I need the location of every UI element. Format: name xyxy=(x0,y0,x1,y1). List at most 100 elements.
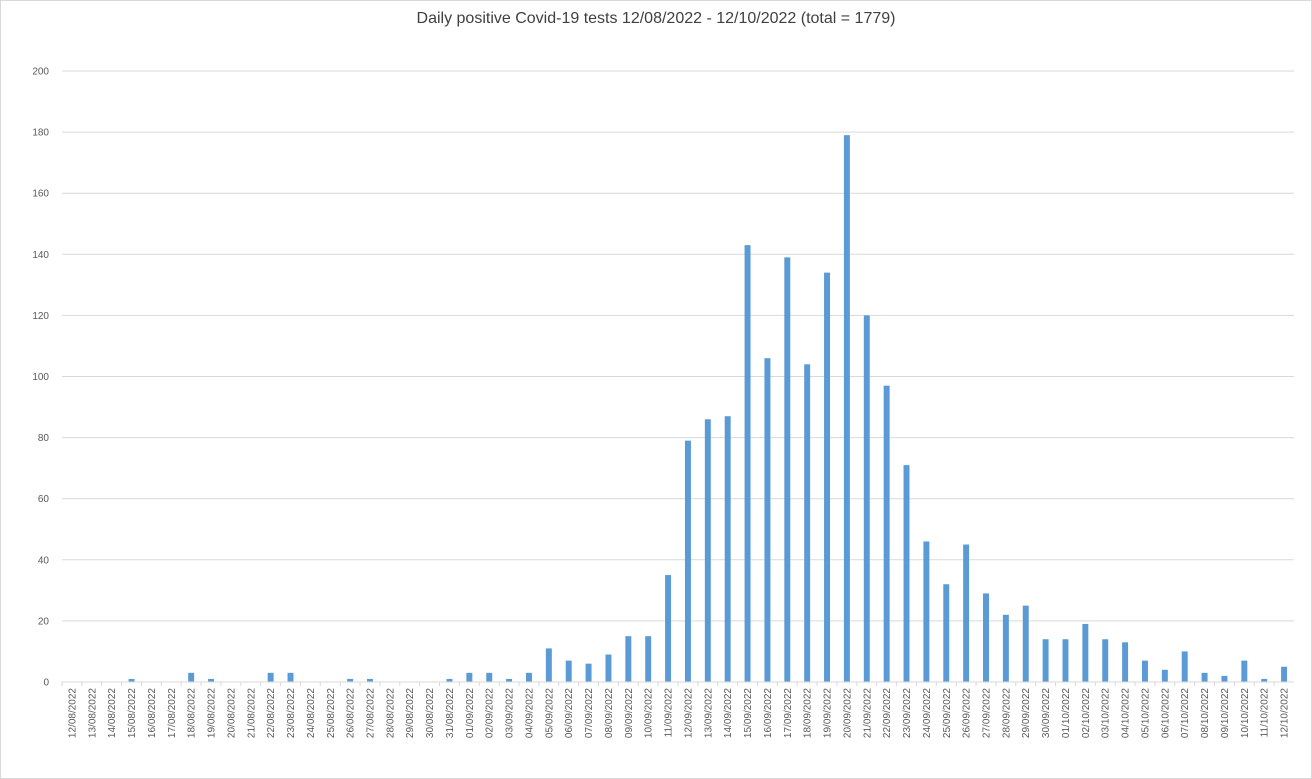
bar xyxy=(367,678,373,682)
bar xyxy=(764,358,771,682)
y-tick-label: 0 xyxy=(43,678,49,689)
gridlines xyxy=(62,70,1294,683)
bar xyxy=(545,648,552,682)
x-tick-label: 11/10/2022 xyxy=(1260,688,1271,738)
x-tick-label: 27/09/2022 xyxy=(982,688,993,738)
x-tick-label: 02/09/2022 xyxy=(485,688,496,738)
x-tick-label: 19/08/2022 xyxy=(207,688,218,738)
x-tick-label: 01/09/2022 xyxy=(465,688,476,738)
bar xyxy=(1042,639,1049,682)
x-tick-label: 16/08/2022 xyxy=(147,688,158,738)
bar xyxy=(625,636,632,682)
x-tick-label: 14/08/2022 xyxy=(107,688,118,738)
bar xyxy=(347,678,354,682)
bar xyxy=(1221,675,1228,682)
bar xyxy=(863,315,870,682)
bar xyxy=(565,660,572,682)
y-tick-label: 80 xyxy=(38,433,50,444)
x-tick-label: 06/09/2022 xyxy=(564,688,575,738)
x-tick-label: 28/09/2022 xyxy=(1001,688,1012,738)
y-tick-label: 40 xyxy=(38,555,50,566)
x-tick-label: 07/10/2022 xyxy=(1180,688,1191,738)
x-tick-label: 08/09/2022 xyxy=(604,688,615,738)
x-tick-label: 06/10/2022 xyxy=(1160,688,1171,738)
bar xyxy=(208,678,215,682)
x-tick-label: 27/08/2022 xyxy=(366,688,377,738)
x-tick-label: 09/10/2022 xyxy=(1220,688,1231,738)
x-tick-label: 17/09/2022 xyxy=(783,688,794,738)
bar xyxy=(1281,666,1288,682)
x-tick-label: 04/10/2022 xyxy=(1121,688,1132,738)
bar xyxy=(1002,614,1009,682)
bar xyxy=(883,385,890,682)
x-axis-ticks: 12/08/2022 13/08/2022 14/08/2022 15/08/2022… xyxy=(61,681,1294,738)
bars xyxy=(128,135,1288,682)
x-tick-label: 12/08/2022 xyxy=(67,688,78,738)
x-tick-label: 30/08/2022 xyxy=(425,688,436,738)
x-tick-label: 03/09/2022 xyxy=(505,688,516,738)
bar xyxy=(1181,651,1188,682)
bar xyxy=(1261,678,1268,682)
bar xyxy=(506,678,513,682)
x-tick-label: 18/08/2022 xyxy=(187,688,198,738)
bar xyxy=(824,272,831,682)
bar xyxy=(188,672,195,682)
bar xyxy=(963,544,970,682)
x-tick-label: 09/09/2022 xyxy=(624,688,635,738)
bar xyxy=(1022,605,1029,682)
x-tick-label: 21/08/2022 xyxy=(246,688,257,738)
x-tick-label: 11/09/2022 xyxy=(664,688,675,738)
bar xyxy=(684,440,691,682)
x-tick-label: 17/08/2022 xyxy=(167,688,178,738)
x-tick-label: 24/09/2022 xyxy=(922,688,933,738)
bar xyxy=(784,257,791,682)
x-tick-label: 22/08/2022 xyxy=(266,688,277,738)
bar xyxy=(1122,642,1129,682)
x-tick-label: 04/09/2022 xyxy=(524,688,535,738)
bar xyxy=(724,416,731,682)
bar xyxy=(843,135,850,682)
x-tick-label: 28/08/2022 xyxy=(385,688,396,738)
bar xyxy=(645,636,652,682)
x-tick-label: 13/09/2022 xyxy=(703,688,714,738)
x-tick-label: 20/08/2022 xyxy=(226,688,237,738)
bar xyxy=(525,672,532,682)
x-tick-label: 25/09/2022 xyxy=(942,688,953,738)
x-tick-label: 05/10/2022 xyxy=(1140,688,1151,738)
bar xyxy=(605,654,612,682)
bar xyxy=(128,678,135,682)
x-tick-label: 31/08/2022 xyxy=(445,688,456,738)
x-tick-label: 24/08/2022 xyxy=(306,688,317,738)
y-tick-label: 140 xyxy=(32,250,49,261)
x-tick-label: 29/08/2022 xyxy=(405,688,416,738)
bar xyxy=(585,663,592,682)
x-tick-label: 12/09/2022 xyxy=(683,688,694,738)
x-tick-label: 25/08/2022 xyxy=(326,688,337,738)
x-tick-label: 20/09/2022 xyxy=(842,688,853,738)
x-tick-label: 26/08/2022 xyxy=(346,688,357,738)
x-tick-label: 14/09/2022 xyxy=(723,688,734,738)
x-tick-label: 23/08/2022 xyxy=(286,688,297,738)
x-tick-label: 15/09/2022 xyxy=(743,688,754,738)
bar xyxy=(1201,672,1208,682)
x-tick-label: 29/09/2022 xyxy=(1021,688,1032,738)
x-tick-label: 08/10/2022 xyxy=(1200,688,1211,738)
x-tick-label: 26/09/2022 xyxy=(962,688,973,738)
x-tick-label: 16/09/2022 xyxy=(763,688,774,738)
bar xyxy=(943,584,950,682)
bar xyxy=(804,364,811,682)
x-tick-label: 01/10/2022 xyxy=(1061,688,1072,738)
x-tick-label: 30/09/2022 xyxy=(1041,688,1052,738)
y-tick-label: 180 xyxy=(32,128,49,139)
bar xyxy=(1062,639,1069,682)
bar xyxy=(744,245,751,682)
x-tick-label: 10/10/2022 xyxy=(1240,688,1251,738)
x-tick-label: 10/09/2022 xyxy=(644,688,655,738)
bar xyxy=(923,541,930,682)
bar xyxy=(665,575,672,682)
bar xyxy=(704,419,711,682)
bar xyxy=(267,672,274,682)
y-tick-label: 200 xyxy=(32,67,49,78)
x-tick-label: 15/08/2022 xyxy=(127,688,138,738)
